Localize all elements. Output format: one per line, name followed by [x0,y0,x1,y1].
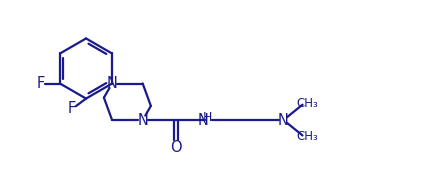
Text: F: F [37,76,45,91]
Text: O: O [170,140,181,155]
Text: H: H [203,111,212,124]
Text: N: N [197,113,208,127]
Text: N: N [137,113,148,127]
Text: N: N [278,113,289,127]
Text: N: N [107,76,117,91]
Text: CH₃: CH₃ [297,97,318,110]
Text: F: F [68,101,76,116]
Text: CH₃: CH₃ [297,130,318,143]
